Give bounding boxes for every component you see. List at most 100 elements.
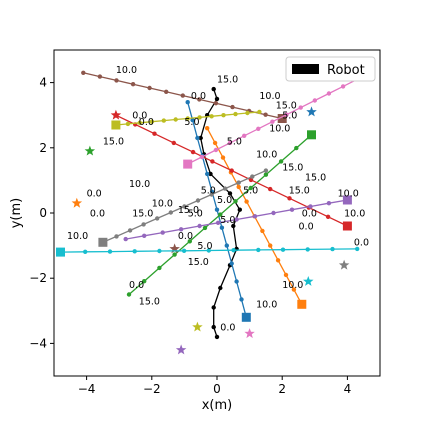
trajectory-point-11-4: [256, 247, 261, 253]
y-tick-label-3: 2: [39, 141, 47, 155]
legend-swatch-robot: [292, 64, 319, 74]
goal-star-5: [110, 109, 122, 120]
time-annotation-3: 0.0: [191, 91, 206, 102]
time-annotation-1: 10.0: [116, 65, 137, 76]
end-square-9: [98, 237, 108, 247]
trajectory-point-2-10: [234, 279, 239, 284]
trajectory-point-10-3: [221, 113, 226, 118]
trajectory-point-4-7: [233, 199, 238, 204]
time-annotation-25: 5.0: [188, 208, 203, 219]
time-annotation-21: 0.0: [87, 189, 102, 200]
trajectory-series-7: [81, 70, 287, 254]
trajectory-point-6-1: [142, 233, 147, 238]
x-tick-label-4: 4: [344, 382, 352, 396]
trajectory-point-2-1: [190, 117, 195, 123]
trajectory-point-8-8: [242, 133, 247, 138]
trajectory-point-2-0: [185, 100, 190, 105]
trajectory-point-7-3: [130, 82, 136, 87]
x-tick-label-0: −4: [78, 382, 96, 396]
x-tick-label-3: 2: [278, 382, 286, 396]
trajectory-point-3-9: [275, 258, 281, 263]
trajectory-point-3-0: [205, 126, 210, 131]
time-annotation-14: 15.0: [282, 163, 303, 174]
trajectory-point-4-2: [157, 265, 162, 271]
time-annotation-31: 0.0: [299, 221, 314, 232]
trajectory-point-2-11: [239, 297, 244, 302]
trajectory-series-5: [110, 109, 352, 231]
trajectory-point-3-8: [268, 243, 273, 248]
trajectory-point-9-4: [209, 192, 214, 197]
plot-layer: 10.0 15.0 0.0 10.0 15.0 5.0 0.0 0.0 5.0 10.0 5.0 15…: [56, 65, 369, 355]
trajectory-point-5-4: [190, 149, 196, 155]
x-axis-label: x(m): [202, 398, 233, 413]
trajectory-point-7-8: [213, 101, 219, 106]
trajectory-point-5-2: [152, 131, 157, 136]
time-annotation-20: 10.0: [338, 189, 359, 200]
trajectory-point-9-7: [168, 210, 173, 215]
time-annotation-5: 15.0: [276, 101, 297, 112]
trajectory-series-6: [123, 195, 352, 355]
trajectory-point-1-1: [214, 96, 220, 102]
time-annotation-12: 15.0: [103, 137, 124, 148]
time-annotation-39: 15.0: [139, 296, 160, 307]
end-square-3: [297, 299, 307, 309]
time-annotation-16: 10.0: [129, 179, 150, 190]
trajectory-series-1: [198, 86, 242, 340]
time-annotation-18: 5.0: [243, 185, 258, 196]
time-annotation-29: 15.0: [132, 208, 153, 219]
time-annotation-41: 0.0: [220, 322, 235, 333]
goal-star-10: [192, 321, 203, 332]
time-annotation-13: 10.0: [256, 150, 277, 161]
trajectory-point-4-0: [126, 292, 132, 297]
trajectory-series-4: [84, 130, 316, 297]
trajectory-point-11-5: [231, 248, 236, 253]
trajectory-point-6-9: [289, 207, 295, 212]
time-annotation-30: 5.0: [220, 215, 235, 226]
trajectory-point-6-6: [234, 217, 239, 222]
trajectory-point-5-6: [229, 168, 234, 173]
trajectory-point-11-8: [157, 248, 162, 254]
trajectory-point-4-5: [202, 225, 208, 231]
trajectory-point-3-7: [260, 228, 265, 234]
y-tick-label-0: −4: [29, 336, 47, 350]
trajectory-point-10-10: [137, 120, 142, 126]
trajectory-point-6-8: [271, 210, 276, 216]
trajectory-point-6-10: [308, 204, 313, 209]
trajectory-point-11-3: [280, 247, 286, 252]
trajectory-point-6-3: [178, 227, 184, 232]
trajectory-point-3-5: [244, 199, 249, 204]
trajectory-point-2-7: [219, 225, 225, 230]
legend: Robot: [285, 56, 376, 82]
trajectory-series-10: [111, 109, 262, 332]
trajectory-point-9-9: [141, 222, 146, 227]
trajectory-point-11-1: [330, 246, 335, 252]
goal-star-3: [71, 197, 83, 208]
trajectory-point-3-2: [220, 155, 226, 160]
time-annotation-9: 5.0: [184, 117, 199, 128]
trajectory-point-7-0: [81, 70, 86, 76]
time-annotation-34: 5.0: [197, 241, 212, 252]
trajectory-point-1-14: [214, 334, 220, 340]
trajectory-point-4-9: [263, 172, 269, 177]
time-annotation-26: 0.0: [302, 208, 317, 219]
trajectory-point-1-6: [227, 191, 233, 196]
trajectory-point-5-5: [210, 159, 215, 164]
trajectory-point-2-9: [229, 261, 234, 266]
trajectory-point-11-6: [206, 248, 211, 253]
trajectory-point-7-11: [263, 112, 268, 117]
end-square-7: [277, 114, 287, 123]
end-square-2: [241, 312, 251, 322]
time-annotation-28: 0.0: [90, 208, 105, 219]
trajectory-point-6-11: [326, 201, 332, 206]
trajectory-point-9-8: [155, 216, 160, 221]
axes-layer: −4 −2 0 2 4 −4 −2 0 2 4: [29, 76, 351, 396]
trajectory-point-4-4: [187, 239, 192, 244]
trajectory-point-6-7: [252, 214, 258, 219]
time-annotation-11: 5.0: [227, 137, 242, 148]
trajectory-point-9-10: [127, 228, 133, 233]
trajectory-point-11-11: [83, 249, 88, 254]
trajectory-point-11-0: [355, 246, 360, 252]
time-annotation-40: 10.0: [256, 300, 277, 311]
goal-star-7: [169, 243, 180, 254]
trajectory-point-1-3: [198, 135, 203, 141]
